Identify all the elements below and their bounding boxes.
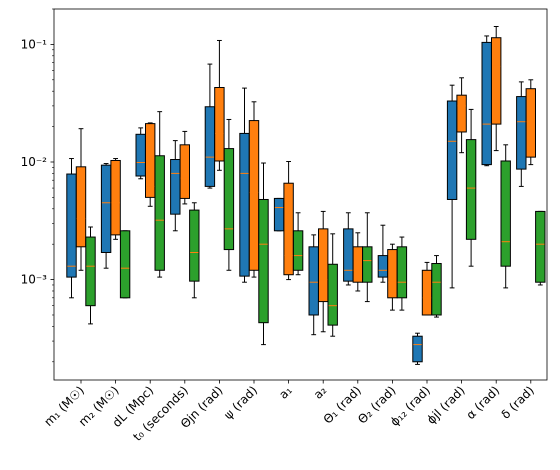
box-1 bbox=[308, 234, 319, 336]
box-3 bbox=[431, 255, 442, 318]
box-body bbox=[396, 246, 408, 299]
box-body bbox=[446, 100, 458, 200]
y-tick-label: 10⁻¹ bbox=[21, 37, 48, 51]
box-2 bbox=[179, 130, 191, 205]
box-2 bbox=[110, 158, 121, 240]
box-3 bbox=[327, 233, 338, 337]
chart-marks bbox=[66, 25, 546, 365]
box-body bbox=[308, 246, 319, 316]
box-body bbox=[327, 263, 338, 326]
box-body bbox=[362, 246, 373, 283]
box-3 bbox=[189, 202, 200, 299]
box-body bbox=[239, 132, 250, 277]
box-body bbox=[292, 230, 304, 271]
box-2 bbox=[214, 39, 225, 171]
box-1 bbox=[66, 158, 77, 299]
box-2 bbox=[491, 25, 502, 152]
box-1 bbox=[170, 140, 181, 232]
x-tick-label: δ (rad) bbox=[498, 383, 536, 421]
box-1 bbox=[516, 81, 527, 187]
box-body bbox=[283, 182, 294, 276]
box-body bbox=[189, 209, 200, 282]
box-1 bbox=[343, 212, 354, 286]
box-2 bbox=[421, 261, 433, 316]
x-tick-label: α (rad) bbox=[463, 383, 502, 422]
box-3 bbox=[258, 162, 269, 346]
plot-frame bbox=[53, 8, 548, 381]
box-1 bbox=[446, 84, 458, 289]
box-body bbox=[170, 159, 181, 215]
box-body bbox=[421, 269, 433, 316]
x-tick-label: ψ (rad) bbox=[221, 383, 260, 422]
box-3 bbox=[362, 212, 373, 303]
box-body bbox=[387, 249, 398, 299]
box-body bbox=[525, 88, 536, 158]
box-body bbox=[223, 148, 235, 251]
box-body bbox=[75, 166, 87, 248]
box-body bbox=[214, 87, 225, 162]
box-3 bbox=[465, 108, 477, 267]
box-2 bbox=[283, 160, 294, 281]
box-1 bbox=[135, 127, 146, 180]
box-2 bbox=[318, 210, 329, 333]
box-body bbox=[248, 120, 260, 271]
box-body bbox=[100, 164, 112, 253]
box-1 bbox=[273, 197, 285, 232]
y-tick-label: 10⁻³ bbox=[21, 273, 48, 287]
x-axis: m₁ (M☉)m₂ (M☉)dL (Mpc)t₀ (seconds)Θjn (r… bbox=[41, 380, 537, 444]
box-body bbox=[119, 230, 131, 299]
box-1 bbox=[100, 163, 112, 269]
box-body bbox=[500, 160, 511, 267]
box-body bbox=[412, 335, 423, 363]
box-body bbox=[318, 228, 329, 303]
y-tick-label: 10⁻² bbox=[21, 155, 48, 169]
box-body bbox=[465, 139, 477, 240]
box-body bbox=[273, 197, 285, 232]
box-2 bbox=[75, 128, 87, 271]
box-body bbox=[377, 255, 389, 278]
box-2 bbox=[352, 232, 364, 292]
box-3 bbox=[85, 226, 96, 325]
box-body bbox=[431, 263, 442, 316]
box-1 bbox=[481, 35, 492, 167]
box-body bbox=[481, 41, 492, 166]
box-3 bbox=[154, 111, 165, 278]
box-1 bbox=[412, 332, 423, 365]
box-2 bbox=[456, 77, 467, 154]
y-axis: 10⁻³ 10⁻² 10⁻¹ bbox=[21, 8, 54, 363]
box-body bbox=[154, 155, 165, 271]
box-3 bbox=[500, 144, 511, 289]
box-1 bbox=[204, 63, 216, 189]
box-body bbox=[110, 159, 121, 236]
box-body bbox=[135, 133, 146, 177]
box-body bbox=[535, 210, 546, 283]
box-body bbox=[204, 106, 216, 187]
box-body bbox=[491, 37, 502, 125]
box-3 bbox=[396, 236, 408, 311]
box-1 bbox=[239, 87, 250, 283]
box-3 bbox=[292, 212, 304, 276]
box-body bbox=[179, 144, 191, 199]
box-3 bbox=[535, 210, 546, 286]
box-body bbox=[258, 198, 269, 324]
box-body bbox=[456, 94, 467, 133]
box-body bbox=[66, 173, 77, 278]
x-tick-label: a₁ bbox=[276, 383, 295, 402]
box-3 bbox=[119, 230, 131, 299]
box-2 bbox=[145, 122, 156, 207]
box-body bbox=[85, 236, 96, 307]
x-tick-label: a₂ bbox=[311, 383, 330, 402]
box-2 bbox=[525, 79, 536, 166]
box-2 bbox=[248, 101, 260, 278]
box-1 bbox=[377, 224, 389, 283]
box-body bbox=[343, 228, 354, 282]
box-3 bbox=[223, 118, 235, 271]
x-tick-label: ϕjl (rad) bbox=[424, 383, 468, 427]
box-body bbox=[352, 246, 364, 283]
box-2 bbox=[387, 243, 398, 311]
box-body bbox=[516, 96, 527, 170]
